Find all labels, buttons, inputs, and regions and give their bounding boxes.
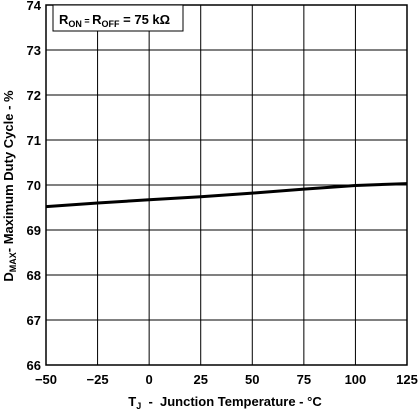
ylabel-rest: - Maximum Duty Cycle - % [1,90,16,252]
x-tick-label: 100 [345,372,367,387]
x-tick-label: 75 [297,372,311,387]
x-tick-label: 50 [245,372,259,387]
annot-roff-main: R [92,12,102,27]
ylabel-sub: MAX [8,252,18,272]
xlabel-main: T [128,394,136,409]
x-tick-labels: −50 −25 0 25 50 75 100 125 [35,372,418,387]
x-tick-label: 125 [396,372,418,387]
annot-value: = 75 kΩ [120,12,171,27]
y-axis-label: DMAX- Maximum Duty Cycle - % [1,90,18,282]
x-tick-label: 0 [146,372,153,387]
y-tick-label: 73 [27,43,41,58]
x-tick-label: 25 [193,372,207,387]
xlabel-rest: - Junction Temperature - °C [141,394,322,409]
x-tick-label: −50 [35,372,57,387]
y-tick-label: 74 [27,0,42,13]
y-tick-label: 71 [27,133,41,148]
y-tick-label: 72 [27,88,41,103]
annot-roff-sub: OFF [102,19,120,29]
y-tick-label: 67 [27,313,41,328]
annotation-text: RON = ROFF = 75 kΩ [59,12,170,29]
y-tick-label: 70 [27,178,41,193]
annotation-box [52,4,184,32]
x-tick-label: −25 [87,372,109,387]
annot-ron-sub: ON [68,19,82,29]
ylabel-main: D [1,272,16,281]
y-tick-label: 68 [27,268,41,283]
x-axis-label: TJ - Junction Temperature - °C [128,394,322,411]
annot-eq: = [82,16,92,26]
annot-ron-main: R [59,12,69,27]
y-tick-labels: 66 67 68 69 70 71 72 73 74 [27,0,42,373]
series-line-0 [45,182,408,209]
series-group [45,182,408,209]
xlabel-sub: J [136,401,141,411]
y-tick-label: 69 [27,223,41,238]
y-tick-label: 66 [27,358,41,373]
